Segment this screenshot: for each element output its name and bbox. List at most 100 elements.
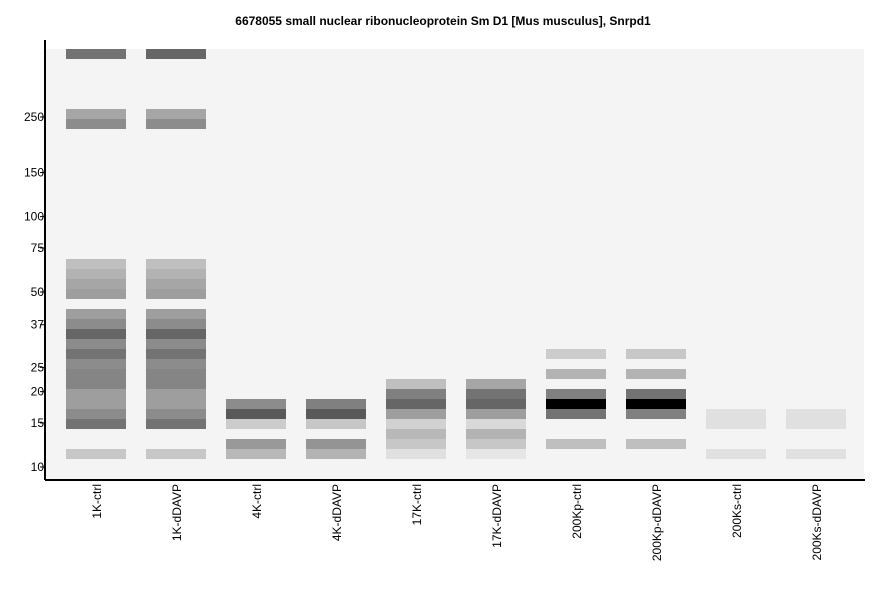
band [546, 439, 606, 449]
band [626, 399, 686, 409]
band [146, 279, 206, 289]
chart-title: 6678055 small nuclear ribonucleoprotein … [235, 14, 651, 28]
band [66, 419, 126, 429]
band [146, 389, 206, 399]
lane-label: 200Kp-ctrl [570, 484, 584, 539]
band [146, 399, 206, 409]
y-tick-label: 250 [24, 110, 44, 124]
y-tick-label: 100 [24, 210, 44, 224]
band [66, 269, 126, 279]
band [306, 419, 366, 429]
band [626, 439, 686, 449]
band [386, 449, 446, 459]
band [546, 369, 606, 379]
band [66, 119, 126, 129]
y-tick-label: 75 [31, 241, 45, 255]
band [146, 409, 206, 419]
band [786, 449, 846, 459]
band [626, 409, 686, 419]
band [66, 309, 126, 319]
band [146, 329, 206, 339]
band [786, 409, 846, 419]
band [226, 449, 286, 459]
band [466, 439, 526, 449]
lane-label: 200Kp-dDAVP [650, 484, 664, 561]
band [146, 49, 206, 59]
band [66, 109, 126, 119]
lane-label: 200Ks-dDAVP [810, 484, 824, 560]
band [146, 259, 206, 269]
band [386, 389, 446, 399]
band [706, 409, 766, 419]
band [66, 329, 126, 339]
band [706, 419, 766, 429]
band [146, 419, 206, 429]
band [466, 419, 526, 429]
band [146, 289, 206, 299]
y-tick-label: 15 [31, 416, 45, 430]
lane-label: 17K-dDAVP [490, 484, 504, 548]
band [66, 399, 126, 409]
band [226, 409, 286, 419]
y-tick-label: 25 [31, 360, 45, 374]
band [546, 409, 606, 419]
band [66, 289, 126, 299]
band [626, 369, 686, 379]
band [146, 319, 206, 329]
lane-label: 4K-dDAVP [330, 484, 344, 541]
band [66, 349, 126, 359]
band [466, 389, 526, 399]
band [546, 349, 606, 359]
lane-label: 4K-ctrl [250, 484, 264, 519]
band [386, 429, 446, 439]
band [466, 399, 526, 409]
band [66, 339, 126, 349]
band [466, 429, 526, 439]
band [66, 369, 126, 379]
band [146, 339, 206, 349]
band [146, 359, 206, 369]
band [786, 419, 846, 429]
band [386, 379, 446, 389]
y-tick-label: 37 [31, 318, 45, 332]
band [66, 49, 126, 59]
band [386, 409, 446, 419]
lane-label: 1K-dDAVP [170, 484, 184, 541]
band [386, 419, 446, 429]
y-tick-label: 50 [31, 285, 45, 299]
band [306, 409, 366, 419]
band [386, 439, 446, 449]
band [626, 389, 686, 399]
band [146, 449, 206, 459]
y-axis-ticks: 250 150 100 75 50 37 25 20 15 10 [24, 110, 45, 474]
lane-label: 17K-ctrl [410, 484, 424, 525]
band [146, 309, 206, 319]
band [546, 399, 606, 409]
band [66, 409, 126, 419]
band [306, 439, 366, 449]
bands-layer [66, 49, 846, 459]
y-tick-label: 20 [31, 385, 45, 399]
y-tick-label: 150 [24, 166, 44, 180]
lane-label: 1K-ctrl [90, 484, 104, 519]
x-axis-lane-labels: 1K-ctrl 1K-dDAVP 4K-ctrl 4K-dDAVP 17K-ctrl 17… [90, 484, 824, 561]
band [306, 449, 366, 459]
band [66, 449, 126, 459]
band [626, 349, 686, 359]
band [706, 449, 766, 459]
band [146, 269, 206, 279]
band [546, 389, 606, 399]
band [466, 449, 526, 459]
band [386, 399, 446, 409]
band [146, 119, 206, 129]
lane-label: 200Ks-ctrl [730, 484, 744, 538]
band [146, 349, 206, 359]
band [226, 419, 286, 429]
band [66, 279, 126, 289]
band [226, 399, 286, 409]
band [66, 379, 126, 389]
band [226, 439, 286, 449]
band [66, 319, 126, 329]
